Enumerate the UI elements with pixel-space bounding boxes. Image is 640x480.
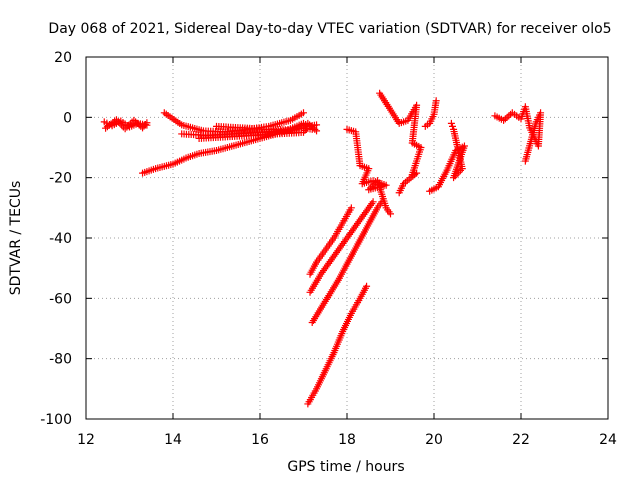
data-point [457, 166, 465, 174]
data-point [448, 122, 456, 130]
x-tick-label: 20 [425, 432, 443, 448]
data-point [346, 254, 354, 262]
data-point [346, 206, 354, 214]
data-point [355, 218, 363, 226]
data-point [423, 121, 431, 129]
x-axis-label: GPS time / hours [287, 459, 404, 475]
data-point [311, 387, 319, 395]
y-tick-label: 20 [54, 50, 72, 66]
x-tick-label: 16 [251, 432, 269, 448]
data-point [140, 122, 148, 130]
data-point [316, 272, 324, 280]
data-point [176, 120, 184, 128]
data-point [442, 168, 450, 176]
x-tick-label: 12 [77, 432, 95, 448]
data-point [320, 248, 328, 256]
chart-title: Day 068 of 2021, Sidereal Day-to-day VTE… [48, 21, 611, 37]
data-point [533, 116, 541, 124]
data-point [284, 117, 292, 125]
x-tick-label: 14 [164, 432, 182, 448]
x-tick-label: 18 [338, 432, 356, 448]
data-point [320, 299, 328, 307]
data-point [337, 221, 345, 229]
data-point [329, 254, 337, 262]
y-tick-label: -20 [49, 171, 72, 187]
data-point [381, 202, 389, 210]
data-point [415, 142, 423, 150]
data-point [297, 110, 305, 118]
y-tick-label: -60 [49, 291, 72, 307]
data-point [368, 200, 376, 208]
y-axis-label: SDTVAR / TECUs [8, 181, 24, 296]
data-point [342, 236, 350, 244]
data-point [515, 113, 523, 121]
data-point [311, 125, 319, 133]
axis-ticks [85, 56, 609, 420]
data-point [320, 369, 328, 377]
data-point [522, 155, 530, 163]
y-tick-label: 0 [63, 110, 72, 126]
data-point [432, 184, 440, 192]
y-tick-labels: -100 -80 -60 -40 -20 0 20 [40, 50, 72, 428]
data-point [210, 147, 218, 155]
data-point [346, 311, 354, 319]
data-point [288, 126, 296, 134]
data-point [359, 230, 367, 238]
y-tick-label: -100 [40, 412, 72, 428]
x-tick-label: 22 [512, 432, 530, 448]
data-point [297, 129, 305, 137]
data-point [450, 128, 458, 136]
data-point [525, 122, 533, 130]
data-point [167, 161, 175, 169]
data-point [355, 296, 363, 304]
data-point [141, 120, 149, 128]
y-tick-label: -80 [49, 352, 72, 368]
x-tick-labels: 12 14 16 18 20 22 24 [77, 432, 617, 448]
data-point [372, 206, 380, 214]
data-point [401, 178, 409, 186]
data-point [447, 119, 455, 127]
data-point [385, 208, 393, 216]
data-point [396, 186, 404, 194]
data-point [329, 236, 336, 244]
data-point [329, 351, 337, 359]
data-point [193, 150, 201, 158]
data-points [100, 89, 545, 408]
data-point [429, 113, 437, 121]
y-tick-label: -40 [49, 231, 72, 247]
data-point [333, 278, 341, 286]
data-point [361, 284, 369, 292]
data-point [180, 155, 188, 163]
data-point [311, 260, 319, 268]
data-point [232, 141, 240, 149]
data-point [149, 165, 157, 173]
data-point [432, 99, 440, 107]
data-point [338, 330, 346, 338]
data-point [451, 149, 459, 157]
x-tick-label: 24 [599, 432, 617, 448]
